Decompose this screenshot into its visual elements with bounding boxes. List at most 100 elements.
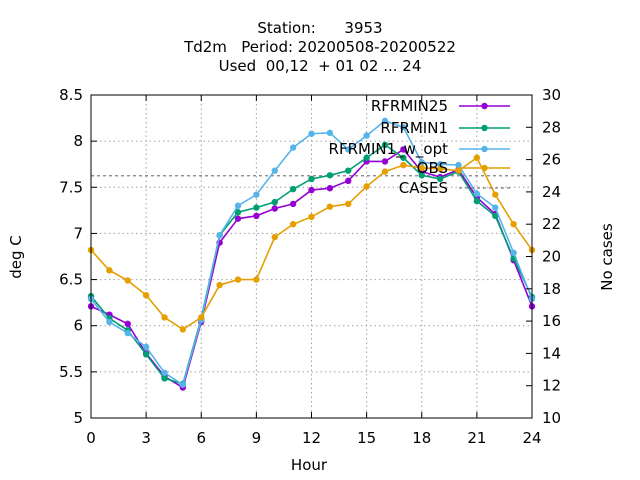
series-point-3 xyxy=(106,267,113,274)
series-point-2 xyxy=(124,329,131,337)
series-point-2 xyxy=(381,117,389,125)
y-tick-label: 8.5 xyxy=(59,86,83,104)
series-point-0 xyxy=(326,185,334,192)
legend-label: CASES xyxy=(399,179,448,197)
series-point-0 xyxy=(308,186,315,194)
axes xyxy=(90,94,533,419)
legend-label: RFRMIN1_w_opt xyxy=(329,140,449,159)
series-point-3 xyxy=(161,314,168,321)
series-point-1 xyxy=(326,172,334,179)
series-point-2 xyxy=(326,129,334,137)
series-point-1 xyxy=(473,197,481,205)
series-point-3 xyxy=(473,154,481,161)
series-point-3 xyxy=(216,281,223,289)
series-point-3 xyxy=(289,221,297,228)
legend-label: RFRMIN1 xyxy=(380,119,448,137)
series-point-1 xyxy=(381,141,389,149)
series-point-2 xyxy=(510,249,517,257)
series-point-3 xyxy=(198,314,205,321)
x-axis-label: Hour xyxy=(291,456,328,474)
y2-tick-label: 16 xyxy=(542,312,561,330)
series-point-1 xyxy=(400,154,407,161)
series-point-2 xyxy=(271,167,278,174)
series-point-2 xyxy=(473,190,481,197)
series-point-2 xyxy=(492,204,499,211)
series-point-2 xyxy=(216,232,223,239)
series-point-0 xyxy=(400,146,407,153)
series-point-2 xyxy=(345,146,352,153)
series-point-3 xyxy=(418,164,425,172)
series-point-2 xyxy=(142,343,150,351)
series-point-3 xyxy=(124,277,131,284)
x-tick-label: 6 xyxy=(196,429,206,447)
x-tick-label: 24 xyxy=(522,429,541,447)
x-tick-label: 3 xyxy=(141,429,151,447)
series-point-3 xyxy=(436,165,444,173)
series-point-3 xyxy=(345,200,352,208)
series-point-1 xyxy=(289,185,297,193)
x-tick-label: 18 xyxy=(412,429,431,447)
legend-swatch-marker xyxy=(481,102,488,110)
series-point-2 xyxy=(179,381,187,388)
series-point-3 xyxy=(381,168,389,175)
series-point-3 xyxy=(455,167,462,174)
y2-tick-label: 30 xyxy=(542,86,561,104)
series-point-3 xyxy=(326,203,334,210)
y-tick-label: 8 xyxy=(73,132,83,150)
y2-tick-label: 18 xyxy=(542,280,561,298)
title-line-2: Td2m Period: 20200508-20200522 xyxy=(183,38,456,56)
series-point-0 xyxy=(234,215,242,222)
y-axis-label: deg C xyxy=(7,235,25,279)
y2-tick-label: 22 xyxy=(542,215,561,233)
series-point-1 xyxy=(142,351,150,358)
y-tick-label: 7.5 xyxy=(59,178,83,196)
series-point-2 xyxy=(289,144,297,151)
legend-swatch-marker xyxy=(481,124,488,132)
series-point-3 xyxy=(510,221,517,228)
y2-tick-label: 14 xyxy=(542,344,561,362)
series-point-2 xyxy=(234,202,242,209)
y2-tick-label: 28 xyxy=(542,118,561,136)
y2-tick-label: 26 xyxy=(542,151,561,169)
x-tick-label: 12 xyxy=(302,429,321,447)
series-point-3 xyxy=(492,191,499,198)
y-tick-label: 7 xyxy=(73,224,83,242)
tick-labels: 0 3 6 9 12 15 18 21 24 5 5.5 6 6.5 7 7.5 8 8.5 10 12 14 16 18… xyxy=(59,86,561,447)
y2-axis-label: No cases xyxy=(598,223,616,291)
series-point-2 xyxy=(418,159,425,166)
x-tick-label: 15 xyxy=(357,429,376,447)
series-point-1 xyxy=(234,209,242,216)
series-point-0 xyxy=(271,205,278,212)
y2-tick-label: 20 xyxy=(542,248,561,266)
y2-tick-label: 24 xyxy=(542,183,561,201)
series-point-2 xyxy=(106,318,113,326)
series-point-2 xyxy=(400,124,407,131)
x-tick-label: 0 xyxy=(86,429,96,447)
series-point-1 xyxy=(253,204,260,211)
series-point-1 xyxy=(363,154,370,161)
series-point-3 xyxy=(400,161,407,169)
series-point-2 xyxy=(161,369,168,376)
series-point-3 xyxy=(179,326,187,333)
series-point-1 xyxy=(308,175,315,183)
legend-swatch-marker xyxy=(481,164,488,172)
series-point-2 xyxy=(455,161,462,169)
legend-label: RFRMIN25 xyxy=(371,97,448,115)
series-point-2 xyxy=(308,130,315,137)
series-point-1 xyxy=(492,212,499,220)
y2-tick-label: 10 xyxy=(542,409,561,427)
series-point-3 xyxy=(363,183,370,190)
x-tick-label: 21 xyxy=(467,429,486,447)
y-tick-label: 5.5 xyxy=(59,363,83,381)
series-point-1 xyxy=(345,167,352,174)
series-point-1 xyxy=(436,175,444,183)
series-point-3 xyxy=(253,276,260,283)
series-point-1 xyxy=(418,172,425,179)
y2-tick-label: 12 xyxy=(542,377,561,395)
plot-frame xyxy=(90,94,533,419)
series-layer xyxy=(87,117,536,391)
series-point-0 xyxy=(289,200,297,208)
series-point-0 xyxy=(345,177,352,185)
